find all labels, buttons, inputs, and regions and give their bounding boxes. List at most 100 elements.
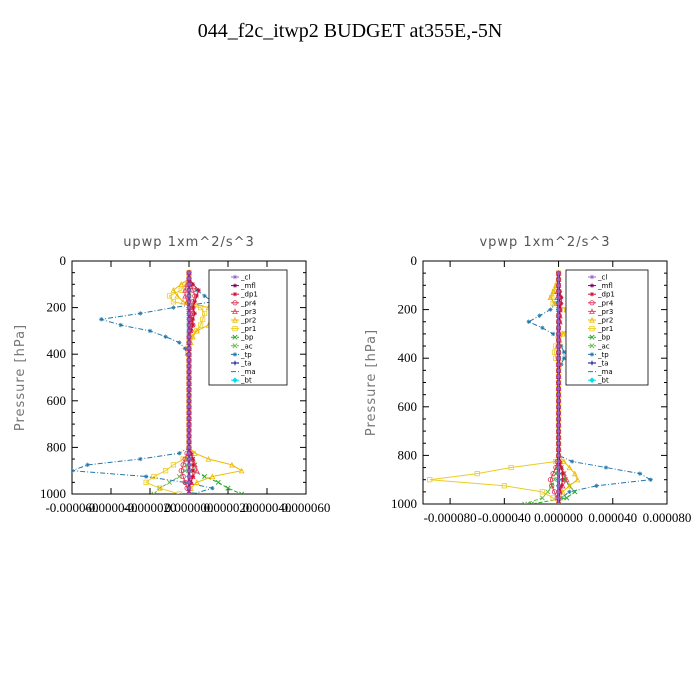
data-point-ac <box>539 495 545 501</box>
data-point-tp <box>540 325 545 331</box>
data-point-pr2 <box>209 473 216 480</box>
x-tick-label: -0.000080 <box>424 510 477 525</box>
data-point-pr2 <box>574 476 581 483</box>
data-point-cl <box>186 421 192 427</box>
data-point-dp1 <box>194 293 199 299</box>
legend-label-pr1: _pr1 <box>597 325 613 333</box>
data-point-cl <box>556 380 561 385</box>
data-point-bp <box>225 485 231 491</box>
data-point-cl <box>556 343 561 349</box>
data-point-cl <box>186 445 192 450</box>
data-point-dp1 <box>190 305 196 310</box>
data-point-tp <box>594 483 599 488</box>
data-point-tp <box>118 322 123 328</box>
data-point-cl <box>186 392 192 398</box>
data-point-tp <box>202 293 207 299</box>
legend-marker-bt <box>232 377 238 383</box>
y-axis-label: Pressure [hPa] <box>364 329 379 436</box>
data-point-cl <box>556 453 561 458</box>
legend-marker-bp <box>232 334 238 340</box>
data-point-cl <box>556 489 561 495</box>
legend-marker-ac <box>589 343 595 349</box>
data-point-cl <box>186 363 192 369</box>
data-point-cl <box>556 465 561 470</box>
data-point-cl <box>556 386 561 391</box>
data-point-cl <box>556 441 561 446</box>
data-point-tp <box>72 468 75 473</box>
data-point-cl <box>186 282 192 287</box>
data-point-tp <box>567 489 572 495</box>
data-point-tp <box>85 462 90 468</box>
data-point-cl <box>186 416 192 421</box>
data-point-tp <box>603 465 609 470</box>
data-point-cl <box>186 375 192 380</box>
data-point-cl <box>556 270 561 276</box>
legend-label-bt: _bt <box>597 377 609 385</box>
data-point-bp <box>202 474 208 480</box>
data-point-tp <box>561 349 567 355</box>
data-point-cl <box>186 311 192 316</box>
data-point-cl <box>186 427 192 433</box>
data-point-tp <box>648 477 653 482</box>
legend-label-ma: _ma <box>597 368 613 376</box>
data-point-cl <box>186 491 192 494</box>
data-point-pr1 <box>157 485 163 491</box>
data-point-dp1 <box>560 471 565 476</box>
data-point-pr4 <box>178 468 184 474</box>
data-point-tp <box>559 362 564 367</box>
data-point-tp <box>637 471 643 476</box>
x-tick-label: 0.000040 <box>243 500 292 515</box>
legend-label-ma: _ma <box>240 368 256 376</box>
data-point-cl <box>556 471 561 476</box>
data-point-pr1 <box>198 322 204 328</box>
legend-label-bp: _bp <box>240 334 254 342</box>
data-point-cl <box>556 477 561 482</box>
data-point-tp <box>561 356 567 361</box>
data-point-cl <box>186 328 192 334</box>
data-point-bp <box>528 501 534 504</box>
data-point-pr2 <box>180 298 186 305</box>
data-point-dp1 <box>190 322 196 328</box>
data-point-dp1 <box>190 462 196 468</box>
legend-label-pr3: _pr3 <box>597 308 613 316</box>
data-point-cl <box>186 404 192 409</box>
data-point-pr1 <box>178 287 184 293</box>
x-tick-label: -0.000060 <box>45 500 98 515</box>
y-tick-label: 1000 <box>40 486 66 501</box>
data-point-cl <box>186 293 192 299</box>
data-point-cl <box>556 368 561 373</box>
data-point-pr4 <box>180 462 186 468</box>
legend-label-pr4: _pr4 <box>240 299 257 307</box>
x-tick-label: 0.000060 <box>282 500 331 515</box>
data-point-pr2 <box>550 288 556 294</box>
data-point-ac <box>551 477 558 483</box>
data-point-pr4 <box>547 477 554 483</box>
data-point-cl <box>556 447 561 452</box>
data-point-cl <box>186 381 192 386</box>
y-tick-label: 600 <box>398 399 418 414</box>
legend-box <box>565 269 649 386</box>
data-point-tp <box>182 346 188 351</box>
page-title: 044_f2c_itwp2 BUDGET at355E,-5N <box>197 20 503 42</box>
data-point-pr3 <box>193 467 200 474</box>
data-point-cl <box>556 319 561 324</box>
data-point-pr2 <box>170 287 177 293</box>
data-point-cl <box>556 295 561 300</box>
data-point-pr2 <box>178 281 185 287</box>
data-point-tp <box>210 485 215 491</box>
legend-label-dp1: _dp1 <box>240 291 258 299</box>
legend-marker-ta <box>589 360 595 366</box>
data-point-tp <box>99 317 104 322</box>
data-point-tp <box>550 331 556 337</box>
data-point-tp <box>147 328 153 334</box>
data-point-cl <box>186 439 192 444</box>
y-tick-label: 800 <box>47 439 67 454</box>
subplot-title: upwp 1xm^2/s^3 <box>123 235 255 250</box>
data-point-cl <box>556 428 561 434</box>
data-point-cl <box>186 322 192 328</box>
data-point-tp <box>548 307 553 312</box>
y-tick-label: 400 <box>398 350 418 365</box>
data-point-pr1 <box>501 483 507 489</box>
data-point-bp <box>215 479 221 485</box>
